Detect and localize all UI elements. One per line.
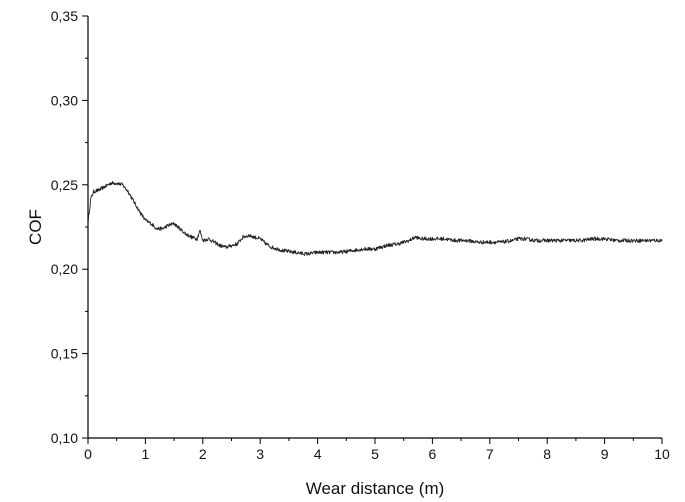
y-tick-label: 0,30 xyxy=(51,92,78,108)
x-tick-label: 4 xyxy=(314,446,322,462)
x-tick-label: 3 xyxy=(256,446,264,462)
y-tick-label: 0,20 xyxy=(51,261,78,277)
x-axis-title: Wear distance (m) xyxy=(306,479,445,498)
ticks xyxy=(82,15,663,444)
x-tick-label: 8 xyxy=(543,446,551,462)
y-tick-label: 0,10 xyxy=(51,430,78,446)
y-tick-label: 0,35 xyxy=(51,8,78,24)
y-tick-label: 0,15 xyxy=(51,346,78,362)
x-tick-label: 2 xyxy=(199,446,207,462)
series-line xyxy=(87,181,663,257)
x-tick-label: 6 xyxy=(429,446,437,462)
y-axis-title: COF xyxy=(26,209,45,245)
y-tick-label: 0,25 xyxy=(51,177,78,193)
x-tick-label: 5 xyxy=(371,446,379,462)
x-tick-label: 7 xyxy=(486,446,494,462)
axes xyxy=(87,16,662,439)
x-tick-label: 10 xyxy=(654,446,670,462)
x-tick-label: 9 xyxy=(601,446,609,462)
series-line-group xyxy=(87,181,663,257)
x-tick-label: 0 xyxy=(84,446,92,462)
x-tick-label: 1 xyxy=(142,446,150,462)
tick-labels: 0 1 2 3 4 5 6 7 8 9 10 0,10 0,15 0,20 0,25 0,30 0,35 xyxy=(51,8,670,462)
